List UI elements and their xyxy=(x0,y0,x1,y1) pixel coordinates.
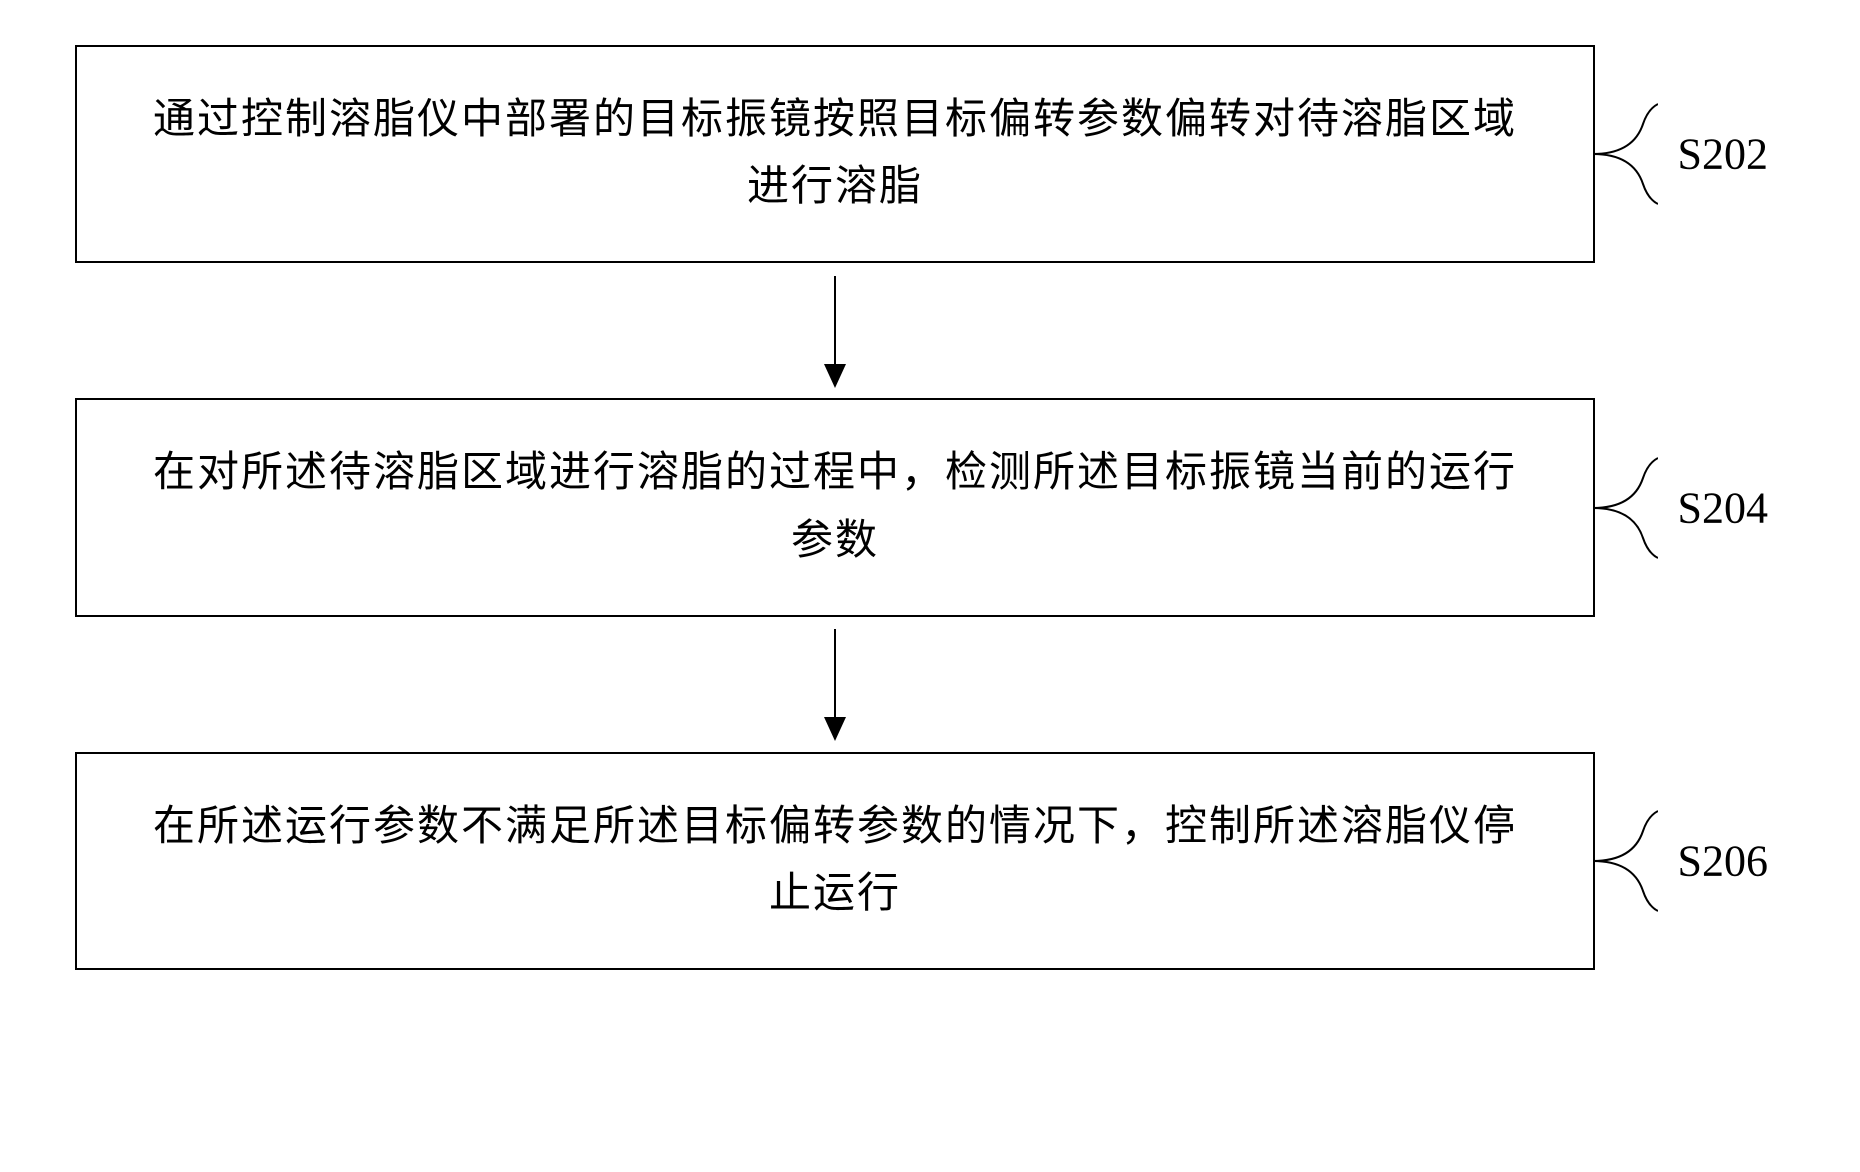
arrow-2 xyxy=(75,617,1595,752)
step-2-text: 在对所述待溶脂区域进行溶脂的过程中，检测所述目标振镜当前的运行参数 xyxy=(137,440,1533,574)
step-1-label: S202 xyxy=(1678,129,1768,180)
step-3-text: 在所述运行参数不满足所述目标偏转参数的情况下，控制所述溶脂仪停止运行 xyxy=(137,794,1533,928)
step-3-label: S206 xyxy=(1678,835,1768,886)
flowchart-step-2: 在对所述待溶脂区域进行溶脂的过程中，检测所述目标振镜当前的运行参数 S204 xyxy=(75,398,1595,616)
step-1-text: 通过控制溶脂仪中部署的目标振镜按照目标偏转参数偏转对待溶脂区域进行溶脂 xyxy=(137,87,1533,221)
flowchart-step-3: 在所述运行参数不满足所述目标偏转参数的情况下，控制所述溶脂仪停止运行 S206 xyxy=(75,752,1595,970)
curve-connector-2 xyxy=(1593,448,1658,568)
step-2-label: S204 xyxy=(1678,482,1768,533)
arrow-1 xyxy=(75,263,1595,398)
curve-connector-1 xyxy=(1593,94,1658,214)
curve-connector-3 xyxy=(1593,801,1658,921)
flowchart-container: 通过控制溶脂仪中部署的目标振镜按照目标偏转参数偏转对待溶脂区域进行溶脂 S202… xyxy=(75,45,1785,970)
flowchart-step-1: 通过控制溶脂仪中部署的目标振镜按照目标偏转参数偏转对待溶脂区域进行溶脂 S202 xyxy=(75,45,1595,263)
